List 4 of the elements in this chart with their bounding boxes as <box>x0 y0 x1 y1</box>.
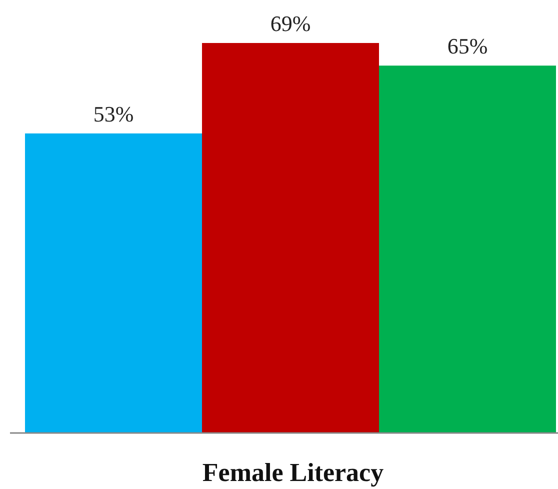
data-label: 65% <box>447 34 488 59</box>
x-axis-title: Female Literacy <box>202 458 384 487</box>
data-label: 53% <box>93 101 134 126</box>
data-label: 69% <box>270 11 311 36</box>
